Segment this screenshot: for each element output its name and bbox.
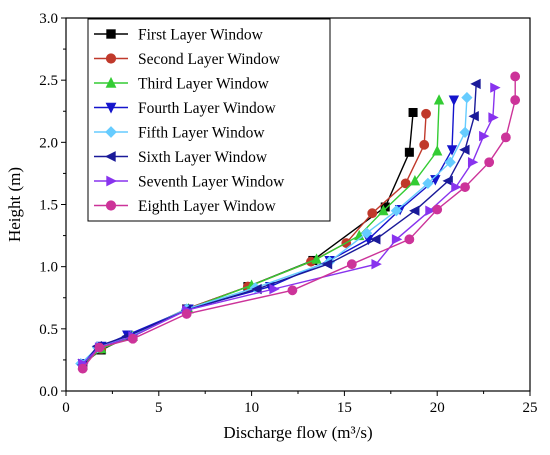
- legend-item: Fifth Layer Window: [94, 125, 265, 142]
- data-point-triangle-up: [311, 253, 322, 264]
- data-point-circle: [77, 363, 88, 374]
- legend-label: Fifth Layer Window: [138, 125, 265, 142]
- legend-label: Sixth Layer Window: [138, 149, 268, 166]
- y-tick-label: 1.0: [39, 260, 58, 276]
- data-point-circle: [105, 53, 117, 64]
- data-point-triangle-right: [467, 157, 479, 168]
- data-point-triangle-up: [433, 94, 445, 105]
- y-tick-label: 1.5: [39, 198, 58, 214]
- data-point-circle: [346, 259, 357, 270]
- data-point-circle: [105, 200, 117, 211]
- data-point-triangle-up: [432, 145, 443, 156]
- data-point-circle: [94, 342, 105, 353]
- data-point-circle: [127, 333, 138, 344]
- data-point-triangle-right: [451, 181, 462, 193]
- legend-item: Seventh Layer Window: [94, 174, 285, 191]
- data-point-circle: [432, 204, 443, 215]
- data-point-diamond: [459, 126, 471, 139]
- data-point-triangle-up: [378, 204, 389, 216]
- x-tick-label: 10: [244, 400, 259, 416]
- data-point-triangle-right: [391, 234, 403, 245]
- data-point-circle: [510, 71, 521, 82]
- data-point-triangle-right: [106, 175, 118, 187]
- series-layer: [75, 71, 521, 374]
- data-point-square: [408, 107, 418, 117]
- legend-label: Seventh Layer Window: [138, 174, 285, 191]
- x-tick-label: 5: [155, 400, 163, 416]
- x-axis-title: Discharge flow (m³/s): [223, 423, 372, 442]
- data-point-circle: [484, 157, 495, 168]
- data-point-triangle-right: [479, 130, 490, 142]
- x-tick-label: 20: [430, 400, 445, 416]
- legend-item: Sixth Layer Window: [94, 149, 268, 166]
- data-point-triangle-right: [425, 205, 436, 216]
- x-tick-label: 15: [337, 400, 352, 416]
- x-tick-label: 25: [523, 400, 538, 416]
- legend-label: Fourth Layer Window: [138, 100, 277, 117]
- data-point-circle: [421, 108, 431, 119]
- data-point-circle: [460, 182, 470, 192]
- data-point-triangle-left: [470, 78, 481, 90]
- y-tick-label: 0.5: [39, 322, 58, 338]
- y-tick-label: 2.5: [39, 73, 58, 89]
- legend-label: Eighth Layer Window: [138, 198, 277, 215]
- data-point-triangle-left: [370, 234, 381, 245]
- data-point-triangle-left: [459, 144, 470, 155]
- data-point-triangle-left: [468, 111, 479, 122]
- data-point-circle: [500, 132, 511, 143]
- data-point-square: [106, 29, 116, 39]
- data-point-triangle-right: [488, 112, 499, 123]
- legend-label: Second Layer Window: [138, 51, 281, 68]
- data-point-diamond: [105, 126, 117, 138]
- legend-item: First Layer Window: [94, 27, 264, 44]
- data-point-triangle-up: [105, 76, 117, 88]
- data-point-triangle-left: [442, 175, 453, 187]
- data-point-triangle-right: [490, 82, 501, 93]
- data-point-diamond: [422, 177, 434, 189]
- x-tick-label: 0: [62, 400, 70, 416]
- data-point-circle: [181, 309, 192, 319]
- data-point-triangle-left: [321, 258, 333, 270]
- data-point-circle: [404, 234, 415, 245]
- series-8: [77, 71, 521, 374]
- legend-item: Fourth Layer Window: [94, 100, 277, 117]
- data-point-diamond: [361, 227, 373, 239]
- data-point-circle: [510, 95, 521, 105]
- data-point-circle: [287, 285, 298, 296]
- data-point-diamond: [461, 91, 473, 104]
- axes: 0 5 10 15 20 25 0.0 0.5 1.0 1.5 2.0 2.5 3.0: [39, 11, 537, 416]
- data-point-circle: [419, 139, 430, 150]
- legend-label: Third Layer Window: [138, 76, 270, 93]
- data-point-triangle-right: [269, 283, 280, 295]
- data-point-triangle-left: [409, 205, 420, 216]
- data-point-diamond: [390, 205, 402, 217]
- data-point-circle: [367, 208, 378, 219]
- data-point-triangle-up: [409, 175, 421, 186]
- data-point-circle: [400, 178, 411, 189]
- data-point-square: [404, 147, 414, 157]
- data-point-diamond: [444, 156, 456, 168]
- legend-item: Eighth Layer Window: [94, 198, 277, 215]
- data-point-triangle-left: [104, 151, 116, 162]
- data-point-triangle-right: [371, 258, 382, 270]
- data-point-triangle-left: [251, 283, 262, 295]
- data-point-triangle-down: [105, 102, 117, 114]
- data-point-triangle-down: [448, 95, 460, 106]
- y-tick-label: 0.0: [39, 384, 58, 400]
- series-line: [82, 83, 477, 366]
- legend: First Layer Window Second Layer Window Thi…: [87, 18, 331, 222]
- data-point-triangle-down: [446, 145, 458, 156]
- legend-label: First Layer Window: [138, 27, 264, 44]
- y-tick-label: 2.0: [39, 135, 58, 151]
- y-axis-title: Height (m): [5, 167, 24, 242]
- legend-item: Third Layer Window: [94, 76, 270, 93]
- legend-item: Second Layer Window: [94, 51, 281, 68]
- legend-box: [87, 18, 331, 222]
- y-tick-label: 3.0: [39, 11, 58, 27]
